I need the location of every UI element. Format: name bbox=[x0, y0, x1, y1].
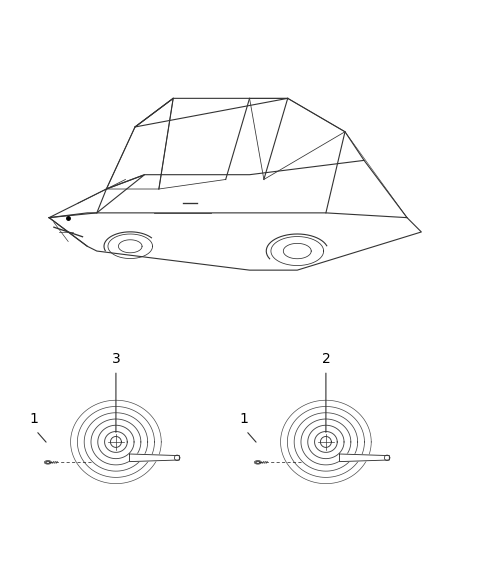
Text: 1: 1 bbox=[29, 412, 38, 426]
Text: 3: 3 bbox=[111, 352, 120, 366]
Polygon shape bbox=[130, 454, 180, 462]
Text: 2: 2 bbox=[322, 352, 330, 366]
Polygon shape bbox=[339, 454, 389, 462]
Text: 1: 1 bbox=[239, 412, 248, 426]
